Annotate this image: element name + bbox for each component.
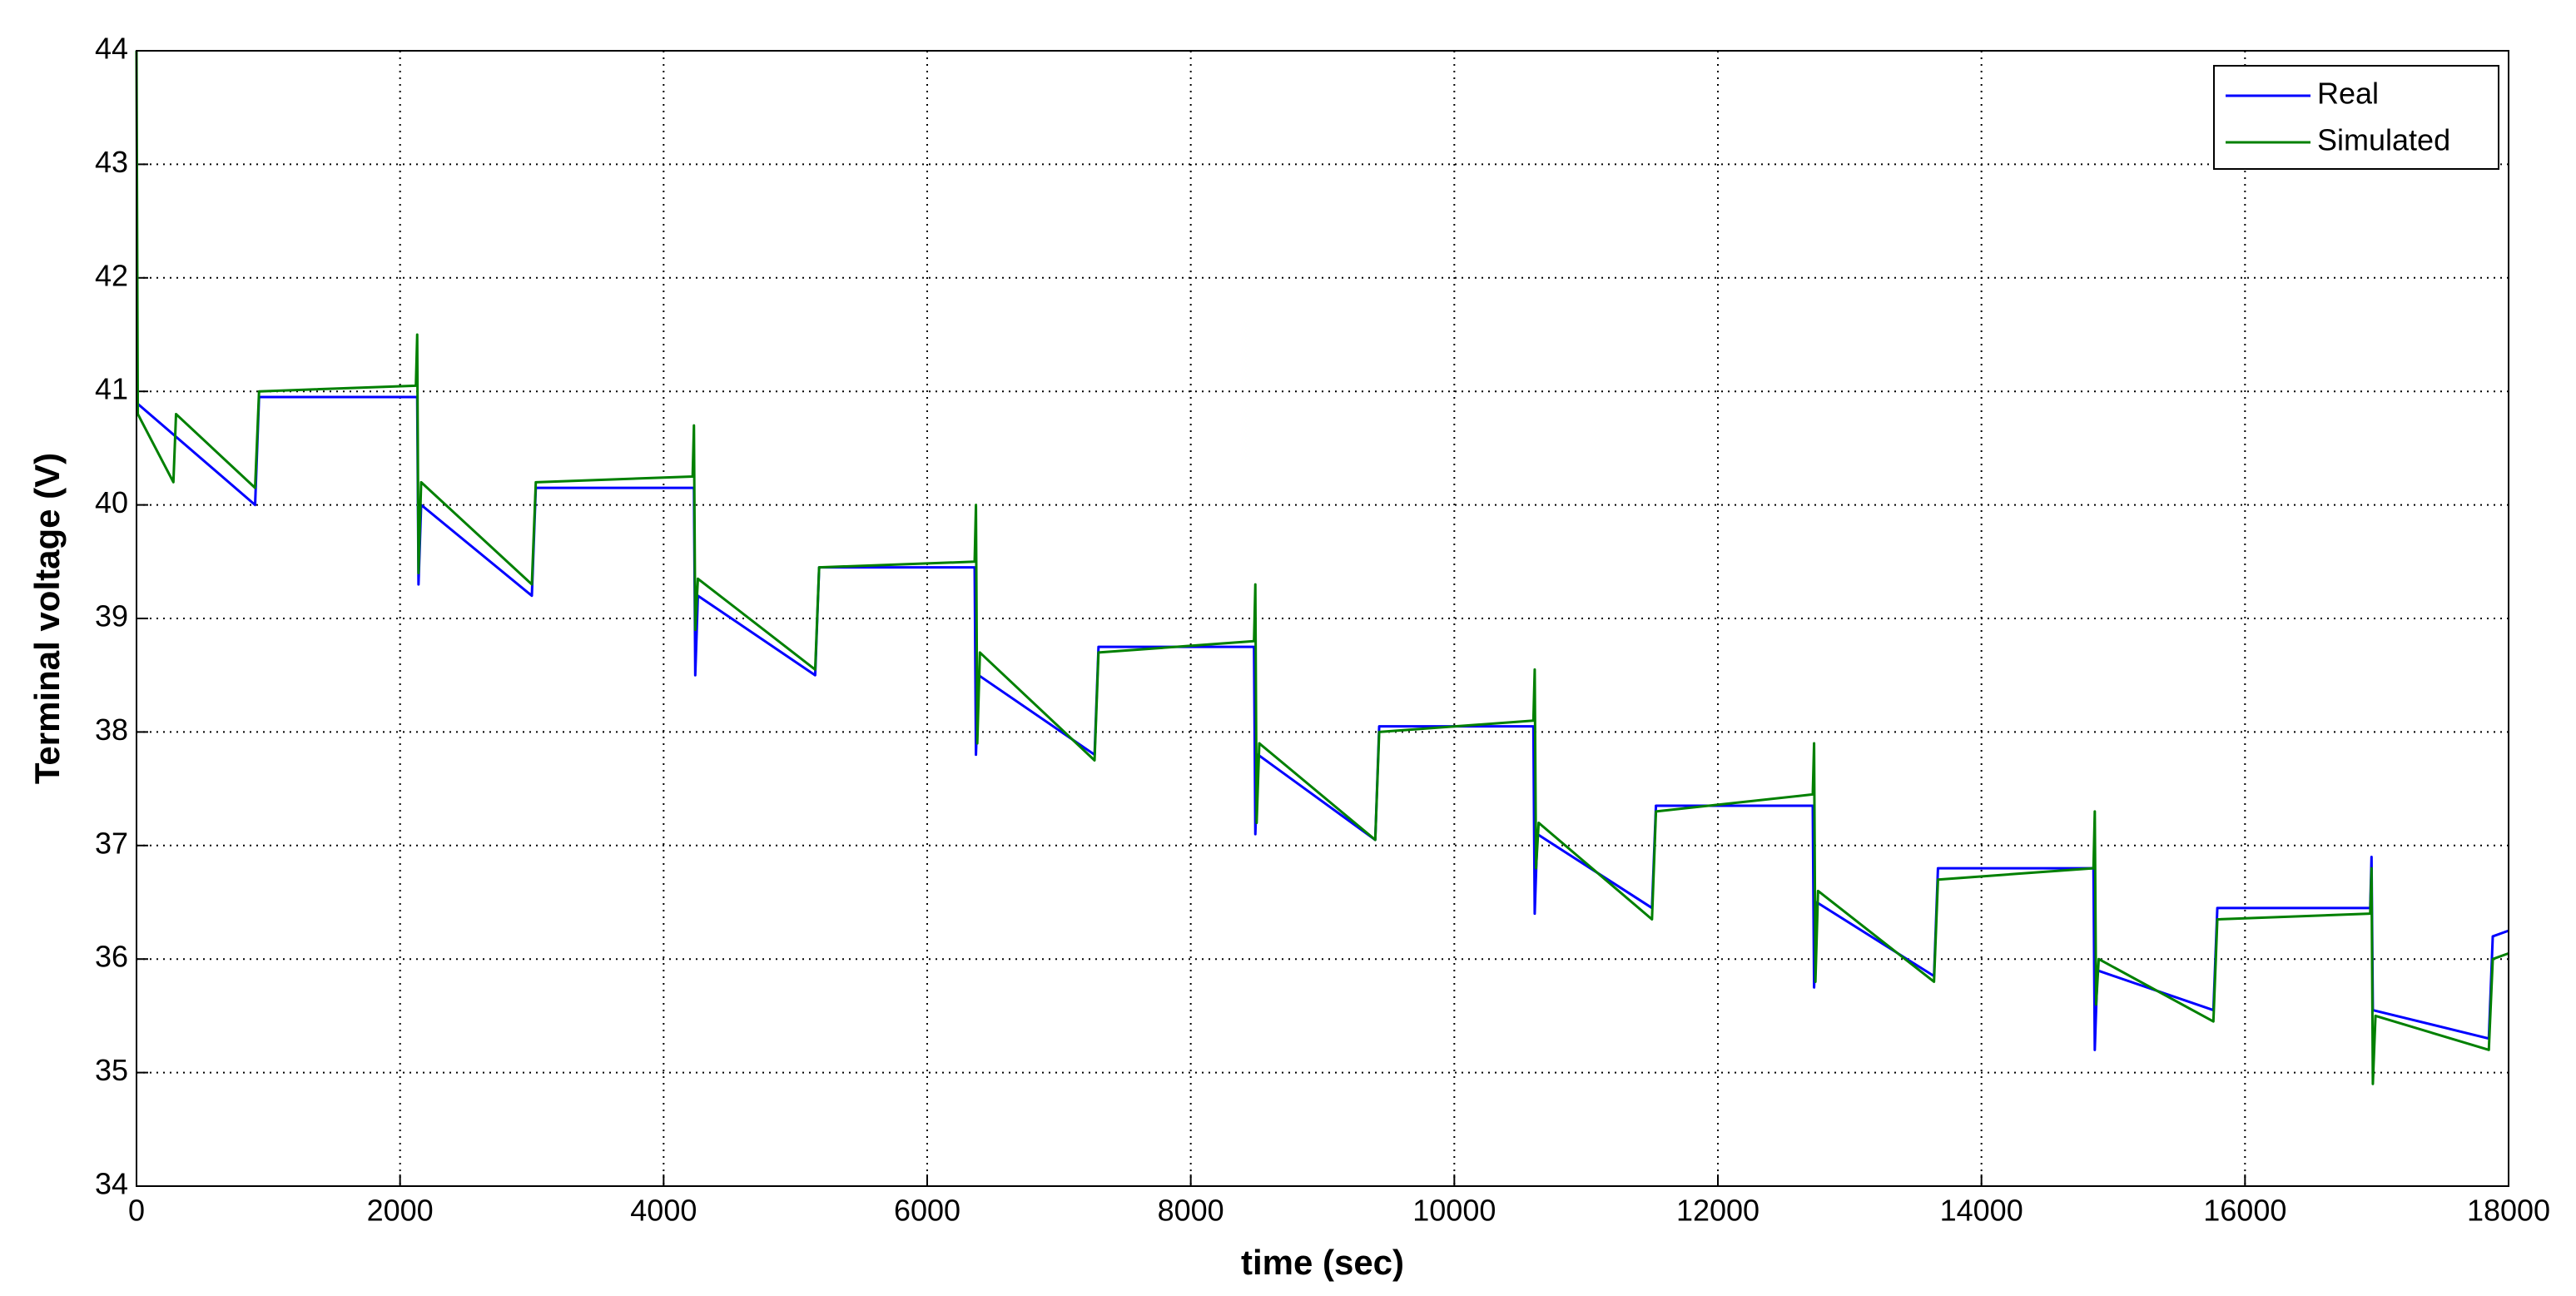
x-tick-label: 12000 <box>1676 1194 1760 1228</box>
x-tick-label: 4000 <box>630 1194 697 1228</box>
x-tick-label: 18000 <box>2467 1194 2550 1228</box>
legend-label: Simulated <box>2317 123 2450 157</box>
x-tick-label: 8000 <box>1158 1194 1224 1228</box>
y-tick-label: 44 <box>95 32 128 66</box>
plot-frame <box>136 50 2509 1187</box>
y-tick-label: 35 <box>95 1053 128 1087</box>
y-tick-label: 37 <box>95 826 128 860</box>
x-tick-label: 10000 <box>1412 1194 1496 1228</box>
legend-label: Real <box>2317 77 2379 111</box>
y-tick-label: 38 <box>95 713 128 747</box>
x-tick-label: 14000 <box>1940 1194 2023 1228</box>
y-tick-label: 40 <box>95 485 128 519</box>
y-tick-label: 36 <box>95 940 128 974</box>
x-tick-label: 2000 <box>367 1194 434 1228</box>
x-axis-label: time (sec) <box>1241 1243 1404 1282</box>
x-tick-label: 0 <box>128 1194 145 1228</box>
y-tick-label: 41 <box>95 372 128 406</box>
data-line <box>135 50 2509 1085</box>
y-tick-label: 34 <box>95 1167 128 1201</box>
x-tick-label: 6000 <box>894 1194 960 1228</box>
legend-box <box>2213 65 2499 170</box>
y-tick-label: 43 <box>95 145 128 179</box>
y-axis-label: Terminal voltage (V) <box>27 453 67 784</box>
y-tick-label: 42 <box>95 258 128 292</box>
x-tick-label: 16000 <box>2203 1194 2286 1228</box>
y-tick-label: 39 <box>95 599 128 633</box>
